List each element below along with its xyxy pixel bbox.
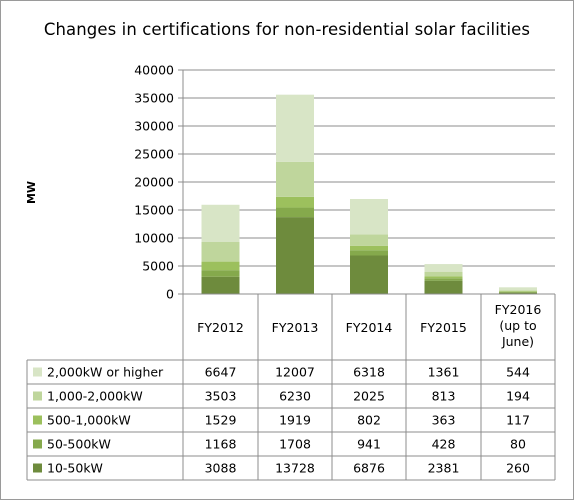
bar-segment [201,270,240,277]
data-label: 428 [432,437,456,452]
legend-label: 1,000-2,000kW [47,389,143,404]
bar-segment [424,271,463,277]
bar-segment [276,217,314,294]
legend-label: 10-50kW [47,461,103,476]
legend-swatch [33,463,42,473]
bars [201,94,537,294]
bar-segment [424,280,463,294]
legend-label: 2,000kW or higher [47,365,164,380]
bar-segment [276,94,314,162]
data-label: 1708 [279,437,311,452]
data-label: 1919 [279,413,311,428]
y-tick-label: 10000 [134,231,174,246]
x-category-label: FY2013 [272,320,319,335]
data-label: 6876 [353,461,385,476]
data-label: 13728 [275,461,315,476]
bar-segment [350,199,388,235]
y-tick-label: 15000 [134,203,174,218]
data-label: 6230 [279,389,311,404]
legend-swatch [33,415,42,425]
data-label: 3088 [205,461,237,476]
bar-segment [350,255,388,294]
data-label: 117 [506,413,530,428]
legend-swatch [33,367,42,377]
bar-segment [424,276,463,279]
y-tick-label: 35000 [134,91,174,106]
bar-segment [350,250,388,256]
x-category-label: June) [501,334,534,349]
bar-segment [276,207,314,218]
x-category-label: FY2012 [197,320,244,335]
y-tick-label: 20000 [134,175,174,190]
legend-label: 50-500kW [47,437,111,452]
y-tick-label: 30000 [134,119,174,134]
bar-segment [350,245,388,251]
y-tick-label: 5000 [142,259,174,274]
data-label: 2025 [353,389,385,404]
x-category-label: FY2016 [495,302,542,317]
legend-label: 500-1,000kW [47,413,131,428]
bar-segment [276,196,314,208]
bar-segment [499,291,537,293]
y-axis-ticks: 0 5000 10000 15000 20000 25000 30000 35000 40000 [134,63,174,302]
bar-segment [201,241,240,262]
bar-segment [350,234,388,246]
x-category-label: FY2015 [420,320,467,335]
data-label: 2381 [428,461,460,476]
data-label: 802 [357,413,381,428]
data-label: 6318 [353,365,385,380]
data-label: 6647 [205,365,237,380]
data-label: 1168 [205,437,237,452]
chart-title: Changes in certifications for non-reside… [43,20,531,39]
bar-segment [424,278,463,281]
y-tick-label: 40000 [134,63,174,78]
bar-segment [276,161,314,197]
data-label: 194 [506,389,530,404]
bar-segment [499,290,537,292]
data-label: 260 [506,461,530,476]
legend-swatch [33,391,42,401]
data-label: 12007 [275,365,315,380]
x-category-label: (up to [499,318,536,333]
bar-segment [201,276,240,294]
legend-swatch [33,439,42,449]
data-label: 1529 [205,413,237,428]
y-tick-label: 0 [166,287,174,302]
data-label: 941 [357,437,381,452]
data-table: FY2012 FY2013 FY2014 FY2015 FY2016(up toJune… [26,293,556,481]
data-label: 1361 [428,365,460,380]
data-label: 3503 [205,389,237,404]
bar-segment [424,264,463,272]
bar-segment [499,292,537,294]
data-label: 80 [510,437,526,452]
data-label: 544 [506,365,530,380]
bar-segment [499,287,537,291]
bar-segment [201,204,240,242]
data-label: 363 [432,413,456,428]
bar-segment [201,261,240,271]
data-label: 813 [432,389,456,404]
x-category-label: FY2014 [346,320,393,335]
y-tick-label: 25000 [134,147,174,162]
